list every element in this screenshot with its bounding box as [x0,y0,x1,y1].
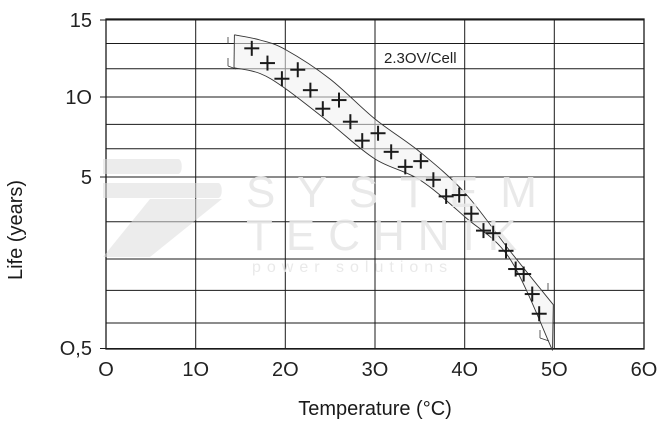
svg-text:O,5: O,5 [60,338,92,360]
svg-text:4O: 4O [451,359,478,381]
svg-text:1O: 1O [65,87,92,109]
svg-text:5: 5 [81,167,92,189]
svg-text:SYSTEM: SYSTEM [246,168,559,217]
svg-text:power solutions: power solutions [252,259,453,276]
svg-text:Life (years): Life (years) [5,180,27,280]
svg-text:TECHNIK: TECHNIK [246,211,530,260]
svg-text:5O: 5O [541,359,568,381]
svg-text:O: O [98,359,114,381]
svg-text:2O: 2O [272,359,299,381]
svg-text:1O: 1O [182,359,209,381]
svg-text:15: 15 [70,10,92,32]
svg-text:2.3OV/Cell: 2.3OV/Cell [384,50,457,67]
svg-text:Temperature (°C): Temperature (°C) [298,398,452,420]
svg-text:6O: 6O [631,359,658,381]
svg-text:3O: 3O [362,359,389,381]
